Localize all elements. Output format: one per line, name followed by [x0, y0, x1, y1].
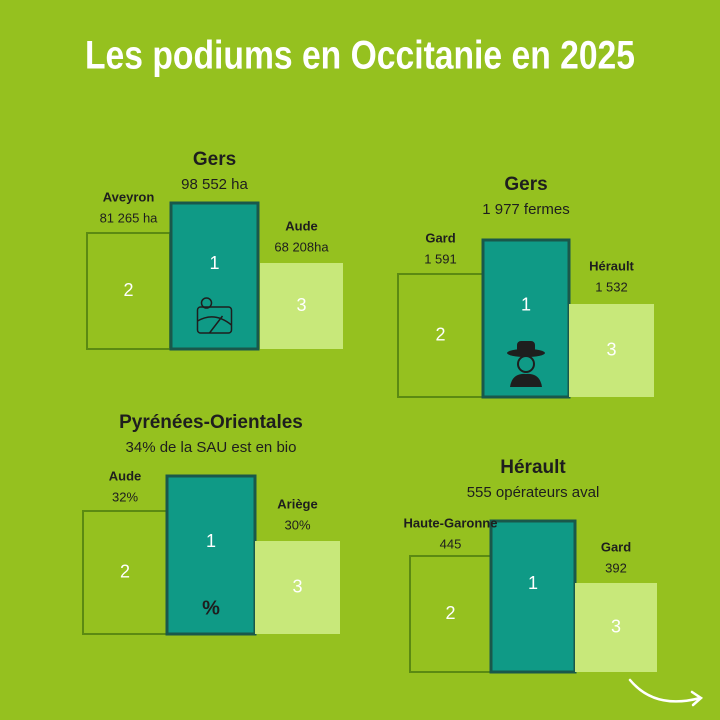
third-block	[255, 541, 340, 634]
winner-value: 98 552 ha	[181, 176, 248, 193]
winner-name: Hérault	[500, 457, 566, 478]
third-block	[575, 583, 657, 672]
third-name: Gard	[601, 539, 631, 554]
first-block	[489, 519, 577, 674]
winner-name: Gers	[193, 149, 236, 170]
icon-text: %	[202, 597, 220, 619]
second-value: 1 591	[424, 251, 457, 266]
winner-name: Gers	[504, 174, 547, 195]
third-block	[260, 263, 343, 349]
hat-top	[517, 341, 535, 353]
farmer-icon	[507, 341, 545, 387]
third-value: 68 208ha	[274, 239, 329, 254]
third-name: Ariège	[277, 496, 317, 511]
rank: 3	[296, 295, 306, 315]
third-value: 1 532	[595, 279, 628, 294]
rank: 3	[611, 616, 621, 636]
second-value: 445	[440, 536, 462, 551]
rank: 1	[209, 253, 219, 273]
rank: 1	[521, 295, 531, 315]
winner-value: 34% de la SAU est en bio	[126, 439, 297, 456]
arrow	[628, 678, 704, 707]
winner-value: 1 977 fermes	[482, 201, 570, 218]
title: Les podiums en Occitanie en 2025	[85, 34, 635, 78]
second-name: Aude	[109, 468, 142, 483]
second-value: 32%	[112, 489, 138, 504]
rank: 2	[120, 561, 130, 581]
sun	[200, 297, 213, 309]
winner-name: Pyrénées-Orientales	[119, 412, 303, 433]
first-block	[481, 238, 571, 399]
first-block	[165, 474, 257, 636]
first-block	[169, 201, 260, 351]
rank: 3	[292, 576, 302, 596]
second-name: Gard	[425, 230, 455, 245]
field-shape	[196, 306, 233, 334]
rank: 1	[206, 531, 216, 551]
rank: 2	[435, 324, 445, 344]
third-name: Aude	[285, 218, 318, 233]
rank: 2	[445, 603, 455, 623]
body	[510, 373, 542, 387]
rank: 1	[528, 573, 538, 593]
rank: 3	[606, 339, 616, 359]
second-name: Aveyron	[103, 189, 155, 204]
field-lines	[197, 315, 232, 334]
field-icon	[196, 297, 233, 334]
second-value: 81 265 ha	[100, 210, 159, 225]
third-value: 30%	[284, 517, 310, 532]
second-name: Haute-Garonne	[404, 515, 498, 530]
face	[517, 355, 535, 373]
winner-value: 555 opérateurs aval	[467, 484, 600, 501]
third-block	[569, 304, 654, 397]
rank: 2	[123, 280, 133, 300]
third-name: Hérault	[589, 258, 634, 273]
third-value: 392	[605, 560, 627, 575]
